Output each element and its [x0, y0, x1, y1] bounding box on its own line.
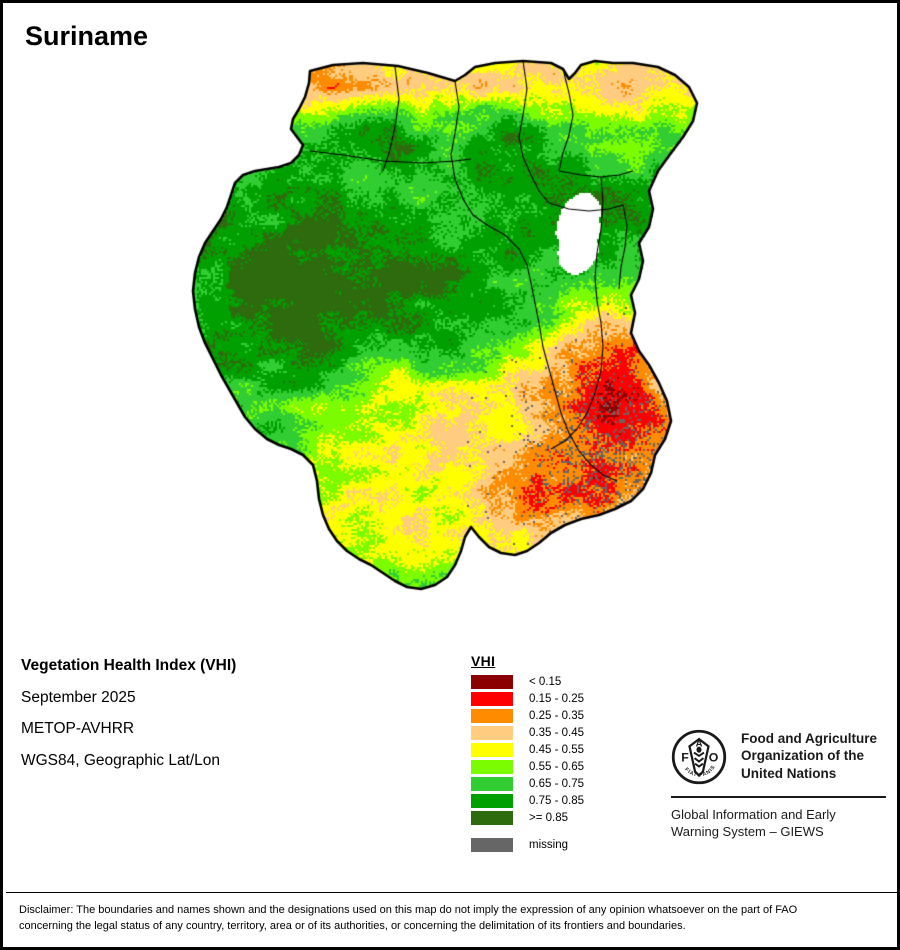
legend-label-015-025: 0.15 - 0.25 [529, 693, 584, 705]
legend-swatch-gte085 [471, 811, 513, 825]
giews-name: Global Information and Early Warning Sys… [671, 807, 886, 841]
info-line-period: September 2025 [21, 688, 136, 706]
legend-label-gte085: >= 0.85 [529, 812, 569, 824]
legend-swatch-lt015 [471, 675, 513, 689]
disclaimer-line-1: Disclaimer: The boundaries and names sho… [19, 904, 798, 916]
disclaimer: Disclaimer: The boundaries and names sho… [19, 903, 887, 935]
map-viewport[interactable] [3, 3, 897, 643]
disclaimer-divider [6, 892, 897, 893]
legend-swatch-065-075 [471, 777, 513, 791]
map-info-block: Vegetation Health Index (VHI) September … [21, 658, 441, 784]
legend-row: 0.65 - 0.75 [471, 776, 584, 792]
legend-row: 0.75 - 0.85 [471, 793, 584, 809]
legend-swatch-025-035 [471, 709, 513, 723]
legend-swatch-055-065 [471, 760, 513, 774]
legend-row-missing: missing [471, 837, 584, 853]
legend-swatch-missing [471, 838, 513, 852]
giews-line-2: Warning System – GIEWS [671, 823, 824, 839]
legend-label-missing: missing [529, 839, 568, 851]
fao-name-line-1: Food and Agriculture [741, 731, 877, 746]
legend-row: 0.15 - 0.25 [471, 691, 584, 707]
legend-row: < 0.15 [471, 674, 584, 690]
legend-label-045-055: 0.45 - 0.55 [529, 744, 584, 756]
legend-row: >= 0.85 [471, 810, 584, 826]
fao-header: F A O FIAT PANIS Food and Agriculture Or… [671, 729, 886, 785]
legend-swatch-015-025 [471, 692, 513, 706]
fao-name: Food and Agriculture Organization of the… [741, 729, 877, 782]
svg-text:O: O [709, 750, 719, 764]
legend: VHI < 0.15 0.15 - 0.25 0.25 - 0.35 0.35 … [471, 653, 584, 854]
svg-text:F: F [681, 750, 689, 764]
fao-divider [671, 796, 886, 798]
fao-logo-icon: F A O FIAT PANIS [671, 729, 727, 785]
vhi-raster-map[interactable] [3, 3, 897, 643]
legend-row: 0.35 - 0.45 [471, 725, 584, 741]
fao-name-line-2: Organization of the [741, 748, 864, 764]
fao-name-line-3: United Nations [741, 765, 837, 781]
legend-row: 0.25 - 0.35 [471, 708, 584, 724]
fao-branding-block: F A O FIAT PANIS Food and Agriculture Or… [671, 729, 886, 841]
legend-label-055-065: 0.55 - 0.65 [529, 761, 584, 773]
legend-row: 0.45 - 0.55 [471, 742, 584, 758]
legend-title: VHI [471, 653, 496, 669]
legend-swatch-035-045 [471, 726, 513, 740]
legend-label-025-035: 0.25 - 0.35 [529, 710, 584, 722]
info-line-projection: WGS84, Geographic Lat/Lon [21, 751, 221, 769]
legend-row: 0.55 - 0.65 [471, 759, 584, 775]
legend-swatch-045-055 [471, 743, 513, 757]
giews-line-1: Global Information and Early [671, 807, 836, 822]
svg-text:A: A [696, 738, 703, 749]
legend-label-lt015: < 0.15 [529, 676, 562, 688]
disclaimer-line-2: concerning the legal status of any count… [19, 919, 686, 932]
legend-swatch-075-085 [471, 794, 513, 808]
legend-label-035-045: 0.35 - 0.45 [529, 727, 584, 739]
info-line-product: Vegetation Health Index (VHI) [21, 657, 237, 674]
legend-label-075-085: 0.75 - 0.85 [529, 795, 584, 807]
info-line-sensor: METOP-AVHRR [21, 720, 135, 737]
legend-label-065-075: 0.65 - 0.75 [529, 778, 584, 790]
